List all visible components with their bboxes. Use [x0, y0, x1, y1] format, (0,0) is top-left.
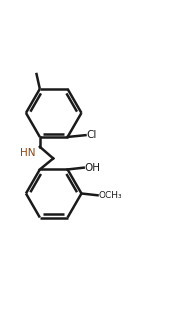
- Text: Cl: Cl: [86, 130, 97, 140]
- Text: HN: HN: [20, 148, 35, 158]
- Text: OCH₃: OCH₃: [98, 191, 122, 200]
- Text: OH: OH: [85, 163, 101, 173]
